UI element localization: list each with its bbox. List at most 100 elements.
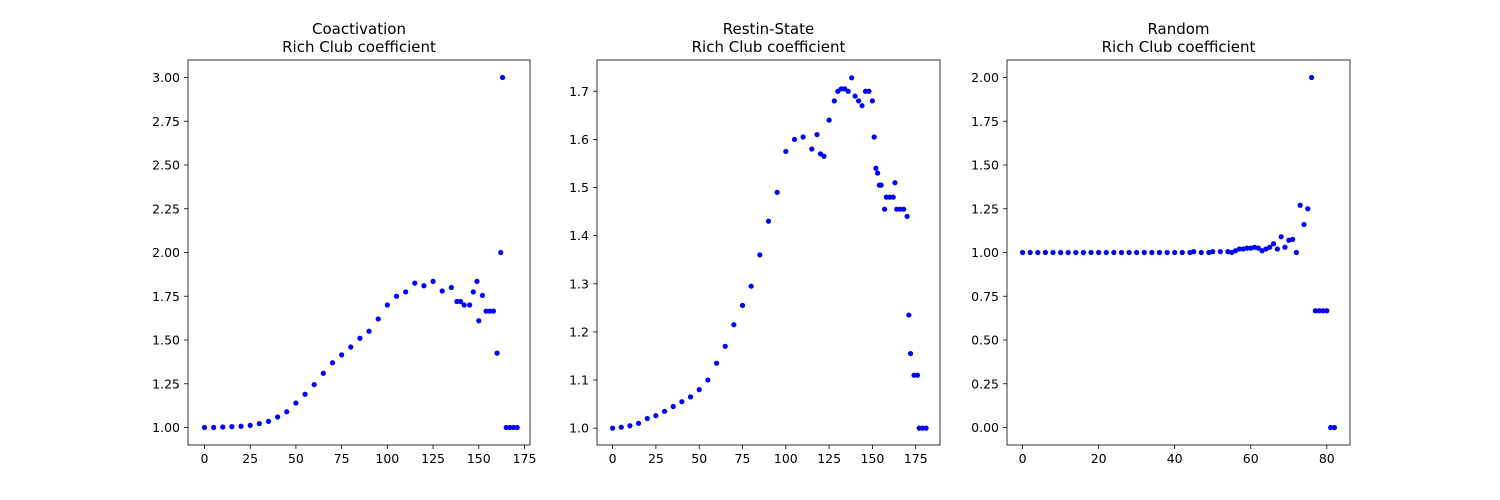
data-point <box>1270 241 1277 247</box>
data-point <box>1141 249 1147 256</box>
data-point <box>507 424 513 431</box>
x-tick-label: 60 <box>1243 451 1259 466</box>
x-tick-label: 125 <box>817 451 841 466</box>
data-point <box>852 93 858 99</box>
data-point <box>284 409 290 415</box>
data-point <box>1065 249 1071 256</box>
data-point <box>757 252 763 258</box>
x-tick-label: 150 <box>861 451 885 466</box>
data-point <box>845 88 851 94</box>
data-point <box>412 280 418 286</box>
y-tick-label: 3.00 <box>152 70 180 85</box>
y-tick-label: 1.50 <box>971 158 999 173</box>
data-point <box>800 134 806 140</box>
data-point <box>871 134 877 140</box>
data-point <box>499 74 506 81</box>
data-point <box>461 302 467 308</box>
data-point <box>514 424 520 431</box>
data-point <box>914 372 921 378</box>
data-point <box>1073 249 1079 256</box>
data-point <box>1308 74 1315 81</box>
chart-title-line1: Restin-State <box>723 20 814 38</box>
x-tick-label: 150 <box>467 451 491 466</box>
data-point <box>1278 234 1284 240</box>
data-point <box>875 170 881 176</box>
y-tick-label: 1.2 <box>569 324 589 339</box>
data-point <box>809 146 815 152</box>
data-point <box>713 360 720 366</box>
data-point <box>679 399 685 405</box>
y-tick-label: 1.5 <box>569 180 589 195</box>
chart-title-line2: Rich Club coefficient <box>692 38 846 56</box>
data-point <box>1172 249 1178 256</box>
data-point <box>907 350 914 357</box>
data-point <box>1042 249 1049 256</box>
y-tick-label: 1.25 <box>152 376 180 391</box>
data-point <box>1320 308 1326 314</box>
data-point <box>1210 249 1216 255</box>
data-point <box>1027 249 1033 256</box>
x-tick-label: 100 <box>774 451 798 466</box>
y-tick-label: 1.4 <box>569 228 589 243</box>
x-tick-label: 50 <box>691 451 707 466</box>
data-point <box>618 424 624 430</box>
data-point <box>479 292 486 298</box>
data-point <box>1255 245 1261 251</box>
data-point <box>1179 249 1185 256</box>
data-point <box>211 424 217 431</box>
data-point <box>814 131 820 138</box>
data-point <box>366 328 372 334</box>
y-tick-label: 1.00 <box>152 420 180 435</box>
data-point <box>1134 249 1140 256</box>
data-point <box>1289 236 1296 242</box>
data-point <box>901 206 907 212</box>
y-tick-label: 1.75 <box>152 289 180 304</box>
y-tick-label: 2.25 <box>152 201 180 216</box>
data-point <box>855 98 862 104</box>
data-point <box>1331 424 1338 431</box>
data-point <box>1126 249 1132 256</box>
data-point <box>890 194 896 200</box>
data-point <box>201 424 208 431</box>
data-point <box>791 136 798 143</box>
data-point <box>1316 308 1322 314</box>
data-point <box>487 308 493 314</box>
data-point <box>1111 249 1117 256</box>
x-tick-label: 175 <box>513 451 537 466</box>
data-point <box>510 424 517 431</box>
data-point <box>265 418 272 424</box>
data-point <box>474 278 480 284</box>
data-point <box>1103 249 1109 256</box>
y-tick-label: 0.50 <box>971 333 999 348</box>
data-point <box>765 218 772 224</box>
data-point <box>467 302 473 308</box>
x-tick-label: 75 <box>334 451 350 466</box>
data-point <box>256 421 262 427</box>
data-point <box>1096 249 1102 256</box>
y-tick-label: 1.1 <box>569 373 589 388</box>
data-point <box>1282 244 1288 250</box>
chart-title-line2: Rich Club coefficient <box>1102 38 1256 56</box>
data-point <box>457 298 464 305</box>
data-point <box>348 344 354 350</box>
y-tick-label: 2.00 <box>152 245 180 260</box>
data-point <box>275 414 281 420</box>
data-point <box>1297 202 1303 208</box>
data-point <box>831 98 837 104</box>
y-tick-label: 1.0 <box>569 421 589 436</box>
y-tick-label: 2.75 <box>152 114 180 129</box>
data-point <box>1217 249 1223 255</box>
data-point <box>302 391 308 397</box>
y-tick-label: 1.00 <box>971 245 999 260</box>
axes-frame <box>187 59 531 446</box>
data-point <box>1080 249 1087 256</box>
data-point <box>439 288 445 294</box>
data-point <box>1164 249 1170 256</box>
data-point <box>329 360 336 366</box>
data-point <box>1324 308 1330 314</box>
data-point <box>1328 424 1334 431</box>
data-point <box>320 370 326 376</box>
data-point <box>448 284 454 291</box>
